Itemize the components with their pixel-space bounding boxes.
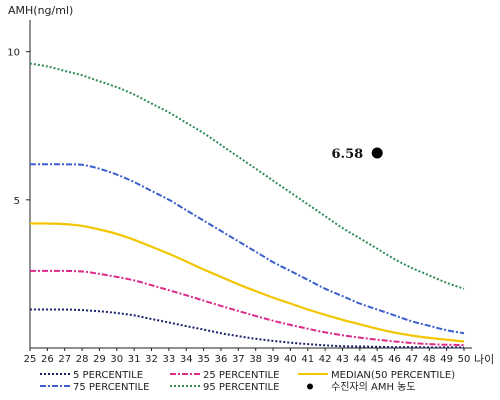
legend-label: 25 PERCENTILE [203,370,279,381]
x-tick-label: 36 [215,354,228,365]
x-tick-label: 25 [24,354,37,365]
x-tick-label: 34 [180,354,193,365]
legend-label: MEDIAN(50 PERCENTILE) [331,370,455,381]
x-tick-label: 48 [423,354,436,365]
legend: 5 PERCENTILE 25 PERCENTILE MEDIAN(50 PERCE… [40,370,455,393]
x-tick-label: 41 [301,354,314,365]
x-tick-label: 30 [110,354,123,365]
patient-amh-point [371,147,383,159]
legend-label: 95 PERCENTILE [203,382,279,393]
legend-label: 75 PERCENTILE [73,382,149,393]
x-tick-label: 27 [58,354,71,365]
x-tick-label: 49 [440,354,453,365]
x-tick-label: 35 [197,354,210,365]
legend-dot-marker [307,383,313,390]
y-axis-title: AMH(ng/ml) [8,4,73,17]
x-tick-label: 33 [163,354,176,365]
x-tick-label: 42 [319,354,332,365]
legend-label: 5 PERCENTILE [73,370,143,381]
x-tick-label: 47 [406,354,419,365]
series-line [30,163,465,335]
x-tick-label: 29 [93,354,106,365]
x-tick-label: 38 [249,354,262,365]
x-tick-label: 43 [336,354,349,365]
series-layer [29,62,465,349]
x-tick-label: 32 [145,354,158,365]
series-line [29,62,465,290]
y-ticks: 5 10 [7,48,30,207]
x-tick-label: 39 [267,354,280,365]
y-tick-label: 5 [14,196,20,207]
x-tick-label: 31 [128,354,141,365]
x-tick-label: 40 [284,354,297,365]
axes [29,20,472,349]
annotation-layer: 6.58 [332,147,383,162]
x-tick-label: 26 [41,354,54,365]
x-tick-label: 44 [353,354,366,365]
x-tick-label: 37 [232,354,245,365]
x-tick-label: 46 [388,354,401,365]
series-line [29,222,465,343]
legend-label: 수진자의 AMH 농도 [331,381,416,393]
x-axis-title: 나이 [474,353,494,366]
patient-amh-value-label: 6.58 [332,147,364,162]
y-tick-label: 10 [7,48,20,59]
x-tick-label: 45 [371,354,384,365]
x-tick-label: 28 [76,354,89,365]
x-ticks: 25 26 27 28 29 30 31 32 33 34 35 36 37 38 39 40 41 42 43 44… [24,348,471,365]
x-tick-label: 50 [458,354,471,365]
